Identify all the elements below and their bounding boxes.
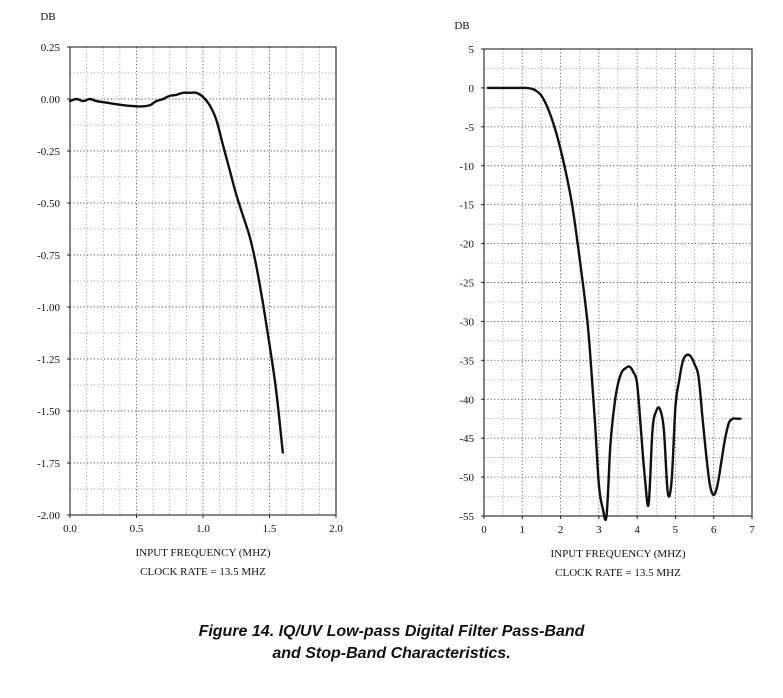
response-curve (68, 91, 284, 454)
y-tick-label: 5 (469, 44, 475, 56)
x-tick-label: 6 (711, 524, 717, 536)
y-tick-label: -5 (465, 122, 475, 134)
x-tick-label: 4 (634, 524, 640, 536)
passband-chart: 0.25 0.00 -0.25 -0.50 -0.75 -1.00 -1.25 -1.50 -1… (37, 11, 343, 578)
x-tick-label: 2.0 (329, 523, 343, 535)
y-tick-label: -1.75 (37, 458, 60, 470)
y-tick-label: -1.00 (37, 302, 60, 314)
y-tick-label: -45 (459, 433, 474, 445)
x-tick-label: 7 (749, 524, 755, 536)
x-tick-label: 5 (673, 524, 679, 536)
y-tick-label: -0.75 (37, 250, 60, 262)
y-tick-label: 0 (469, 83, 475, 95)
y-tick-label: -50 (459, 472, 474, 484)
y-tick-label: -0.50 (37, 198, 60, 210)
x-tick-label: 1.5 (263, 523, 277, 535)
y-tick-label: 0.25 (41, 42, 61, 54)
y-tick-label: -1.50 (37, 406, 60, 418)
y-tick-label: -15 (459, 200, 474, 212)
y-axis-label: DB (454, 20, 469, 32)
figure-caption-line2: and Stop-Band Characteristics. (272, 645, 511, 662)
y-tick-label: -55 (459, 511, 474, 523)
y-tick-label: -0.25 (37, 146, 60, 158)
stopband-chart: 5 0 -5 -10 -15 -20 -25 -30 -35 -40 -45 -50 -55 0 1 2 3 4 5… (454, 20, 755, 579)
x-tick-label: 1 (520, 524, 526, 536)
clock-rate-label: CLOCK RATE = 13.5 MHZ (140, 566, 266, 578)
figure-caption-line1: Figure 14. IQ/UV Low-pass Digital Filter… (198, 623, 585, 640)
y-tick-label: -1.25 (37, 354, 60, 366)
y-axis-label: DB (40, 11, 55, 23)
x-tick-label: 2 (558, 524, 564, 536)
x-tick-label: 0.5 (130, 523, 144, 535)
y-tick-label: -10 (459, 161, 474, 173)
y-tick-label: 0.00 (41, 94, 61, 106)
y-tick-label: -40 (459, 394, 474, 406)
clock-rate-label: CLOCK RATE = 13.5 MHZ (555, 567, 681, 579)
y-tick-label: -30 (459, 316, 474, 328)
y-tick-label: -20 (459, 239, 474, 251)
x-axis-title: INPUT FREQUENCY (MHZ) (550, 548, 685, 560)
x-axis-title: INPUT FREQUENCY (MHZ) (135, 547, 270, 559)
x-tick-label: 3 (596, 524, 602, 536)
x-tick-label: 0 (481, 524, 487, 536)
y-tick-label: -2.00 (37, 510, 60, 522)
y-tick-label: -25 (459, 278, 474, 290)
response-curve (486, 86, 742, 522)
x-tick-label: 0.0 (63, 523, 77, 535)
y-tick-label: -35 (459, 355, 474, 367)
x-tick-label: 1.0 (196, 523, 210, 535)
